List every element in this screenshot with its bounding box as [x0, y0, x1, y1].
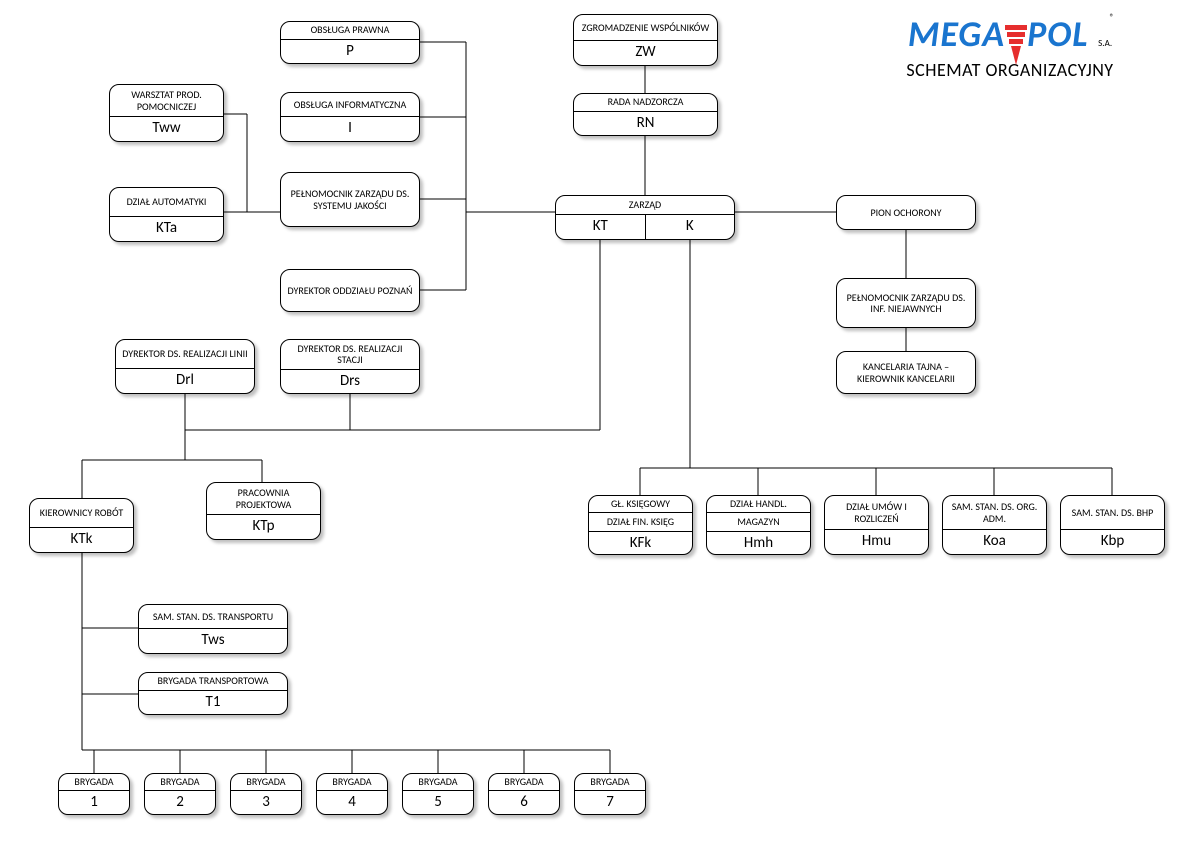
node-p: OBSŁUGA PRAWNAP: [280, 21, 420, 64]
node-kfk-code: KFk: [589, 532, 692, 556]
node-b3: BRYGADA3: [230, 773, 302, 815]
node-i: OBSŁUGA INFORMATYCZNAI: [280, 92, 420, 142]
node-rn: RADA NADZORCZARN: [573, 93, 718, 136]
logo-text-mega: MEGA: [908, 12, 1005, 56]
node-b6-title: BRYGADA: [489, 773, 559, 791]
node-pzin-title: PEŁNOMOCNIK ZARZĄDU DS. INF. NIEJAWNYCH: [837, 279, 975, 327]
logo-text-pol: POL: [1027, 12, 1088, 56]
node-kbp: SAM. STAN. DS. BHPKbp: [1060, 495, 1165, 555]
node-psj: PEŁNOMOCNIK ZARZĄDU DS. SYSTEMU JAKOŚCI: [280, 172, 420, 227]
node-kanc-title: KANCELARIA TAJNA – KIEROWNIK KANCELARII: [837, 352, 975, 393]
node-zarzad-code-left: KT: [556, 215, 646, 239]
node-ktk: KIEROWNICY ROBÓTKTk: [29, 498, 134, 553]
node-zw-title: ZGROMADZENIE WSPÓLNIKÓW: [574, 15, 717, 40]
node-b2: BRYGADA2: [144, 773, 216, 815]
node-pion-title: PION OCHORONY: [837, 196, 975, 229]
node-kta: DZIAŁ AUTOMATYKIKTa: [109, 187, 224, 242]
node-hmh: DZIAŁ HANDL.MAGAZYNHmh: [706, 495, 811, 555]
node-i-title: OBSŁUGA INFORMATYCZNA: [281, 93, 419, 116]
node-kfk-title2: DZIAŁ FIN. KSIĘG: [589, 513, 692, 531]
node-pion: PION OCHORONY: [836, 195, 976, 230]
node-tww: WARSZTAT PROD. POMOCNICZEJTww: [109, 84, 224, 142]
node-kanc: KANCELARIA TAJNA – KIEROWNIK KANCELARII: [836, 351, 976, 394]
node-tws-code: Tws: [139, 629, 287, 653]
node-ktk-code: KTk: [30, 528, 133, 552]
node-b5-code: 5: [403, 791, 473, 815]
node-kbp-title: SAM. STAN. DS. BHP: [1061, 496, 1164, 529]
node-drs: DYREKTOR DS. REALIZACJI STACJIDrs: [280, 339, 420, 394]
node-kta-code: KTa: [110, 217, 223, 241]
node-p-code: P: [281, 40, 419, 64]
node-kbp-code: Kbp: [1061, 530, 1164, 554]
node-b5: BRYGADA5: [402, 773, 474, 815]
node-zw: ZGROMADZENIE WSPÓLNIKÓWZW: [573, 14, 718, 66]
node-b3-code: 3: [231, 791, 301, 815]
node-b3-title: BRYGADA: [231, 773, 301, 791]
node-koa: SAM. STAN. DS. ORG. ADM.Koa: [942, 495, 1047, 555]
node-hmh-code: Hmh: [707, 532, 810, 556]
node-hmu-title: DZIAŁ UMÓW I ROZLICZEŃ: [825, 496, 928, 529]
logo-area: MEGA POL S.A. ® SCHEMAT ORGANIZACYJNY: [855, 12, 1165, 81]
node-ktk-title: KIEROWNICY ROBÓT: [30, 499, 133, 527]
node-kta-title: DZIAŁ AUTOMATYKI: [110, 188, 223, 216]
node-zarzad-code-right: K: [646, 215, 735, 239]
node-b1: BRYGADA1: [58, 773, 130, 815]
node-ktp: PRACOWNIA PROJEKTOWAKTp: [206, 482, 321, 540]
node-b7-title: BRYGADA: [575, 773, 645, 791]
node-drs-code: Drs: [281, 370, 419, 394]
node-tws-title: SAM. STAN. DS. TRANSPORTU: [139, 605, 287, 628]
node-zarzad-title: ZARZĄD: [556, 196, 734, 214]
node-zarzad: ZARZĄDKTK: [555, 195, 735, 240]
node-t1-code: T1: [139, 691, 287, 715]
node-b7: BRYGADA7: [574, 773, 646, 815]
node-zw-code: ZW: [574, 41, 717, 65]
node-kfk: GŁ. KSIĘGOWYDZIAŁ FIN. KSIĘGKFk: [588, 495, 693, 555]
node-pzin: PEŁNOMOCNIK ZARZĄDU DS. INF. NIEJAWNYCH: [836, 278, 976, 328]
node-b6-code: 6: [489, 791, 559, 815]
node-dop: DYREKTOR ODDZIAŁU POZNAŃ: [280, 269, 420, 312]
node-kfk-title: GŁ. KSIĘGOWY: [589, 495, 692, 513]
node-koa-title: SAM. STAN. DS. ORG. ADM.: [943, 496, 1046, 529]
node-koa-code: Koa: [943, 530, 1046, 554]
logo-registered: ®: [1110, 12, 1115, 23]
node-drl-code: Drl: [116, 369, 254, 393]
node-b5-title: BRYGADA: [403, 773, 473, 791]
node-b1-title: BRYGADA: [59, 773, 129, 791]
node-i-code: I: [281, 117, 419, 141]
node-t1-title: BRYGADA TRANSPORTOWA: [139, 672, 287, 690]
node-t1: BRYGADA TRANSPORTOWAT1: [138, 672, 288, 715]
node-hmh-title: DZIAŁ HANDL.: [707, 495, 810, 513]
node-rn-title: RADA NADZORCZA: [574, 93, 717, 111]
node-drl-title: DYREKTOR DS. REALIZACJI LINII: [116, 340, 254, 368]
node-b1-code: 1: [59, 791, 129, 815]
node-hmu: DZIAŁ UMÓW I ROZLICZEŃHmu: [824, 495, 929, 555]
node-ktp-title: PRACOWNIA PROJEKTOWA: [207, 483, 320, 514]
node-tww-code: Tww: [110, 117, 223, 141]
logo-sa: S.A.: [1098, 38, 1112, 49]
node-b6: BRYGADA6: [488, 773, 560, 815]
node-tww-title: WARSZTAT PROD. POMOCNICZEJ: [110, 85, 223, 116]
node-b4-title: BRYGADA: [317, 773, 387, 791]
node-rn-code: RN: [574, 112, 717, 136]
node-p-title: OBSŁUGA PRAWNA: [281, 21, 419, 39]
node-drl: DYREKTOR DS. REALIZACJI LINIIDrl: [115, 339, 255, 394]
node-b2-title: BRYGADA: [145, 773, 215, 791]
node-dop-title: DYREKTOR ODDZIAŁU POZNAŃ: [281, 270, 419, 311]
node-hmu-code: Hmu: [825, 530, 928, 554]
node-ktp-code: KTp: [207, 515, 320, 539]
node-tws: SAM. STAN. DS. TRANSPORTUTws: [138, 604, 288, 654]
node-drs-title: DYREKTOR DS. REALIZACJI STACJI: [281, 340, 419, 369]
node-hmh-title2: MAGAZYN: [707, 513, 810, 531]
node-b4: BRYGADA4: [316, 773, 388, 815]
node-psj-title: PEŁNOMOCNIK ZARZĄDU DS. SYSTEMU JAKOŚCI: [281, 173, 419, 226]
node-b4-code: 4: [317, 791, 387, 815]
node-b7-code: 7: [575, 791, 645, 815]
node-b2-code: 2: [145, 791, 215, 815]
